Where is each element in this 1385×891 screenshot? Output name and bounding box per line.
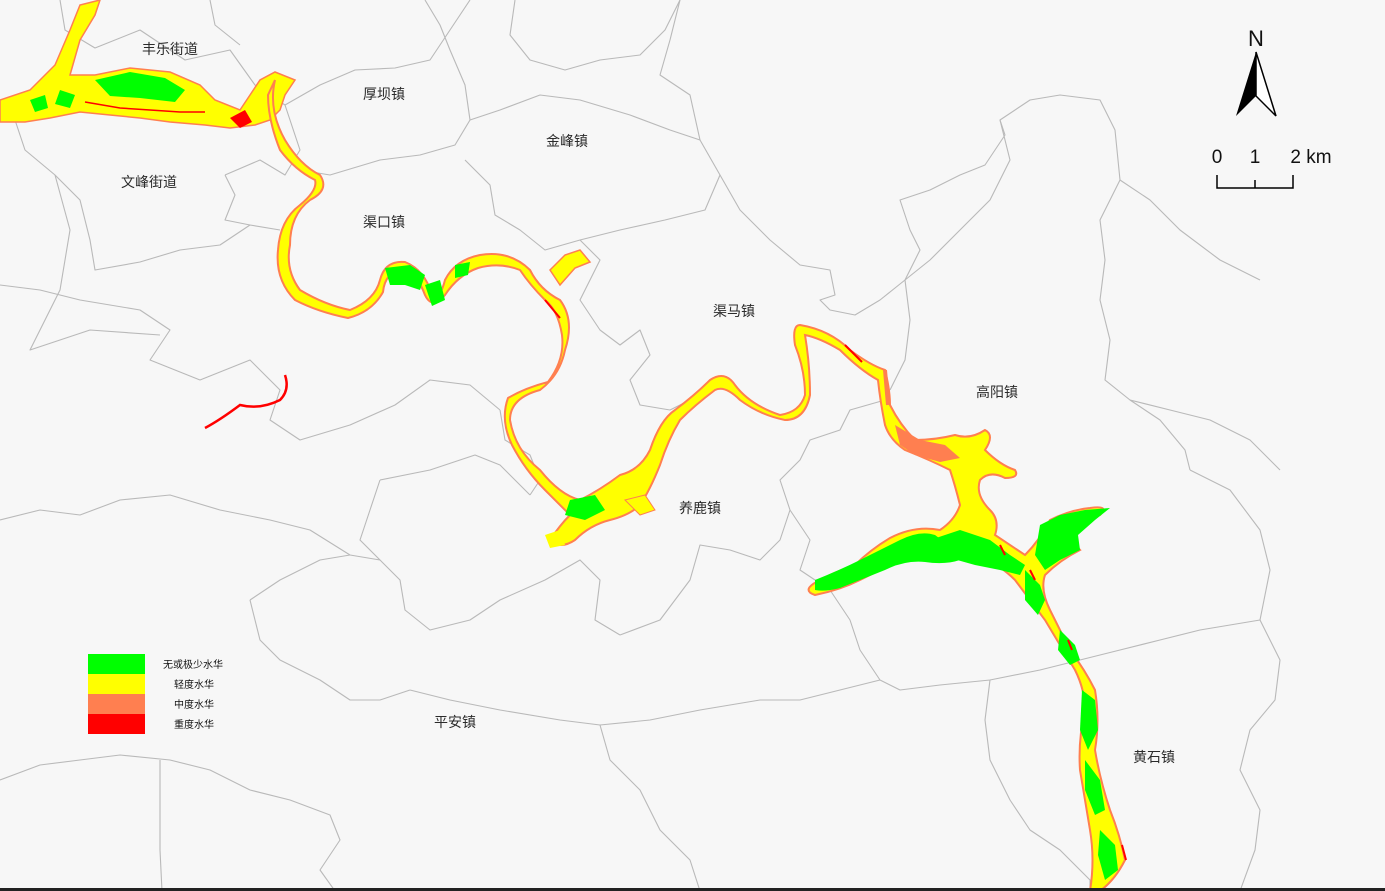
legend-label-none: 无或极少水华 — [163, 658, 223, 671]
legend-swatch-moderate — [88, 694, 145, 714]
town-label-quma: 渠马镇 — [713, 304, 755, 320]
town-label-gaoyang: 高阳镇 — [976, 384, 1018, 401]
town-label-wenfeng: 文峰街道 — [121, 175, 177, 191]
scale-bar-line — [1216, 175, 1294, 189]
town-label-fengle: 丰乐街道 — [142, 42, 198, 58]
legend-swatch-light — [88, 674, 145, 694]
township-boundaries — [0, 0, 1281, 891]
north-arrow-icon — [1236, 51, 1277, 117]
legend-label-heavy: 重度水华 — [174, 718, 214, 731]
scale-label-2: 2 km — [1290, 147, 1331, 168]
legend-label-moderate: 中度水华 — [174, 698, 214, 711]
scale-label-1: 1 — [1250, 147, 1261, 168]
town-label-qukou: 渠口镇 — [363, 215, 405, 231]
town-label-yanglu: 养鹿镇 — [679, 500, 721, 517]
town-label-jinfeng: 金峰镇 — [546, 134, 588, 150]
town-label-houba: 厚坝镇 — [363, 87, 405, 103]
water-bloom-layer — [0, 0, 1127, 891]
legend: 无或极少水华 轻度水华 中度水华 重度水华 — [88, 654, 223, 734]
north-label: N — [1248, 26, 1264, 51]
legend-swatch-none — [88, 654, 145, 674]
scale-label-0: 0 — [1212, 147, 1223, 168]
north-arrow: N — [1236, 26, 1277, 117]
town-label-huangshi: 黄石镇 — [1133, 749, 1175, 766]
bottom-border — [0, 888, 1385, 891]
town-label-pingan: 平安镇 — [434, 715, 476, 731]
legend-swatch-heavy — [88, 714, 145, 734]
scale-bar: 0 1 2 km — [1212, 147, 1332, 189]
legend-label-light: 轻度水华 — [174, 678, 214, 691]
town-labels: 丰乐街道 厚坝镇 金峰镇 文峰街道 渠口镇 渠马镇 高阳镇 养鹿镇 平安镇 黄石… — [121, 42, 1175, 766]
